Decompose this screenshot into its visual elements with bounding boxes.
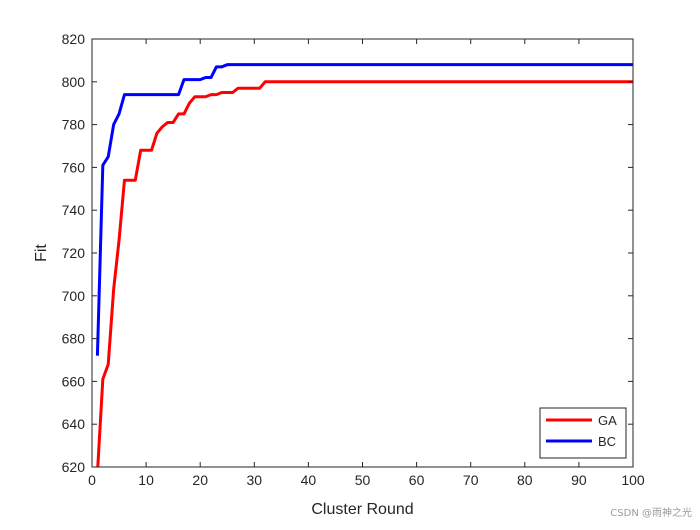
x-tick-label: 50 — [355, 472, 371, 488]
x-tick-label: 90 — [571, 472, 587, 488]
y-tick-label: 720 — [62, 245, 86, 261]
x-axis: 0 10 20 30 40 50 60 70 80 90 100 — [88, 39, 645, 488]
y-tick-label: 740 — [62, 202, 86, 218]
y-tick-label: 800 — [62, 74, 86, 90]
y-tick-label: 780 — [62, 117, 86, 133]
legend-box — [539, 407, 627, 459]
series-layer — [95, 63, 633, 467]
x-tick-label: 0 — [88, 472, 96, 488]
y-axis-label: Fit — [33, 244, 50, 262]
y-axis: 620 640 660 680 700 720 740 760 780 800 820 — [62, 31, 633, 475]
x-tick-label: 40 — [301, 472, 317, 488]
watermark: CSDN @雨神之光 — [610, 508, 692, 519]
y-tick-label: 760 — [62, 159, 86, 175]
y-tick-label: 700 — [62, 288, 86, 304]
series-line-bc — [95, 63, 633, 356]
y-tick-label: 820 — [62, 31, 86, 47]
y-tick-label: 680 — [62, 331, 86, 347]
legend-label-ga: GA — [598, 413, 617, 428]
plot-area — [92, 39, 633, 467]
y-tick-label: 660 — [62, 373, 86, 389]
x-tick-label: 80 — [517, 472, 533, 488]
x-tick-label: 20 — [192, 472, 208, 488]
x-axis-label: Cluster Round — [311, 501, 413, 518]
x-tick-label: 10 — [138, 472, 154, 488]
legend-label-bc: BC — [598, 434, 616, 449]
x-tick-label: 70 — [463, 472, 479, 488]
y-tick-label: 620 — [62, 459, 86, 475]
x-tick-label: 100 — [621, 472, 645, 488]
y-tick-label: 640 — [62, 416, 86, 432]
series-line-ga — [96, 80, 633, 467]
legend: GA BC — [539, 407, 627, 459]
x-tick-label: 30 — [247, 472, 263, 488]
x-tick-label: 60 — [409, 472, 425, 488]
